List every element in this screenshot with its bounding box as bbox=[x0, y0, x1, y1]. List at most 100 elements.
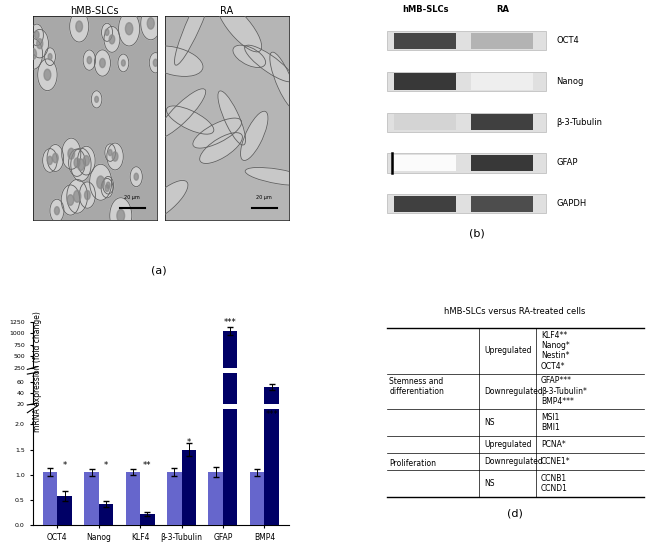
Text: NS: NS bbox=[484, 479, 495, 488]
Circle shape bbox=[101, 24, 112, 42]
Text: 20 μm: 20 μm bbox=[256, 195, 272, 200]
Circle shape bbox=[95, 96, 98, 102]
Circle shape bbox=[150, 53, 162, 73]
Bar bbox=[265, 377, 279, 380]
Circle shape bbox=[43, 149, 57, 172]
Text: GAPDH: GAPDH bbox=[556, 199, 586, 208]
Circle shape bbox=[36, 39, 43, 49]
Circle shape bbox=[122, 60, 125, 66]
Ellipse shape bbox=[200, 132, 242, 164]
Circle shape bbox=[44, 69, 51, 80]
Text: Downregulated: Downregulated bbox=[484, 457, 543, 466]
Circle shape bbox=[73, 190, 81, 202]
Circle shape bbox=[103, 176, 114, 194]
Text: Upregulated: Upregulated bbox=[484, 346, 532, 355]
FancyBboxPatch shape bbox=[471, 114, 533, 130]
Circle shape bbox=[90, 164, 112, 200]
Circle shape bbox=[99, 59, 105, 68]
Circle shape bbox=[31, 30, 49, 58]
Circle shape bbox=[55, 207, 59, 215]
Title: RA: RA bbox=[220, 5, 233, 16]
Circle shape bbox=[118, 54, 129, 72]
Circle shape bbox=[77, 146, 95, 175]
Ellipse shape bbox=[217, 1, 262, 52]
Bar bbox=[223, 0, 237, 415]
Circle shape bbox=[30, 24, 44, 45]
Circle shape bbox=[83, 50, 96, 71]
Text: 20 μm: 20 μm bbox=[124, 195, 140, 200]
Text: RA: RA bbox=[496, 5, 509, 14]
FancyBboxPatch shape bbox=[387, 153, 546, 173]
Text: β-3-Tubulin: β-3-Tubulin bbox=[556, 118, 602, 127]
Bar bbox=[99, 504, 113, 525]
Circle shape bbox=[68, 148, 75, 159]
FancyBboxPatch shape bbox=[395, 114, 456, 130]
Text: Nanog: Nanog bbox=[556, 77, 584, 86]
Circle shape bbox=[91, 91, 102, 108]
Text: *: * bbox=[62, 461, 67, 470]
Text: ***: *** bbox=[224, 317, 237, 327]
Circle shape bbox=[47, 144, 64, 171]
Circle shape bbox=[94, 50, 111, 76]
Circle shape bbox=[24, 39, 43, 69]
FancyBboxPatch shape bbox=[395, 73, 456, 90]
Circle shape bbox=[30, 49, 36, 59]
Bar bbox=[84, 472, 99, 525]
Ellipse shape bbox=[233, 45, 266, 67]
Bar bbox=[140, 514, 155, 525]
Circle shape bbox=[48, 54, 52, 60]
Circle shape bbox=[118, 11, 140, 46]
Text: MSI1
BMI1: MSI1 BMI1 bbox=[541, 412, 560, 432]
Text: PCNA*: PCNA* bbox=[541, 440, 566, 449]
FancyBboxPatch shape bbox=[471, 33, 533, 49]
FancyBboxPatch shape bbox=[471, 73, 533, 90]
Bar bbox=[181, 450, 196, 525]
Text: (d): (d) bbox=[507, 509, 523, 519]
Circle shape bbox=[67, 195, 73, 205]
Circle shape bbox=[79, 182, 96, 208]
Circle shape bbox=[107, 182, 110, 188]
Text: CCNB1
CCND1: CCNB1 CCND1 bbox=[541, 474, 567, 493]
Circle shape bbox=[104, 26, 120, 53]
Circle shape bbox=[53, 153, 58, 162]
Circle shape bbox=[97, 176, 105, 189]
Circle shape bbox=[76, 21, 83, 32]
Circle shape bbox=[77, 159, 84, 171]
Bar bbox=[223, 0, 237, 525]
Text: GFAP***
β-3-Tubulin*
BMP4***: GFAP*** β-3-Tubulin* BMP4*** bbox=[541, 376, 587, 406]
Text: Proliferation: Proliferation bbox=[389, 459, 436, 468]
Circle shape bbox=[50, 199, 64, 222]
Ellipse shape bbox=[174, 0, 213, 65]
Text: (a): (a) bbox=[151, 265, 167, 275]
Title: hMB-SLCs: hMB-SLCs bbox=[71, 5, 119, 16]
Circle shape bbox=[153, 59, 158, 66]
FancyBboxPatch shape bbox=[387, 194, 546, 213]
Circle shape bbox=[105, 185, 109, 191]
Text: *: * bbox=[187, 438, 191, 447]
Ellipse shape bbox=[240, 111, 268, 160]
Circle shape bbox=[62, 138, 81, 169]
Bar bbox=[57, 496, 72, 525]
Circle shape bbox=[134, 173, 138, 180]
Text: *: * bbox=[104, 461, 108, 470]
Circle shape bbox=[70, 11, 88, 42]
Circle shape bbox=[105, 144, 116, 161]
Circle shape bbox=[141, 7, 161, 40]
Ellipse shape bbox=[244, 45, 293, 82]
Circle shape bbox=[83, 155, 90, 166]
Circle shape bbox=[84, 190, 90, 200]
Ellipse shape bbox=[270, 52, 298, 110]
Bar bbox=[167, 472, 181, 525]
Circle shape bbox=[110, 197, 132, 234]
FancyBboxPatch shape bbox=[387, 113, 546, 132]
Text: Downregulated: Downregulated bbox=[484, 387, 543, 396]
Circle shape bbox=[34, 31, 39, 39]
Circle shape bbox=[87, 56, 92, 63]
Bar bbox=[250, 472, 265, 525]
Circle shape bbox=[148, 18, 154, 29]
FancyBboxPatch shape bbox=[471, 196, 533, 212]
Circle shape bbox=[67, 179, 88, 213]
Bar bbox=[125, 472, 140, 525]
Text: OCT4: OCT4 bbox=[556, 36, 579, 45]
Ellipse shape bbox=[157, 89, 205, 138]
